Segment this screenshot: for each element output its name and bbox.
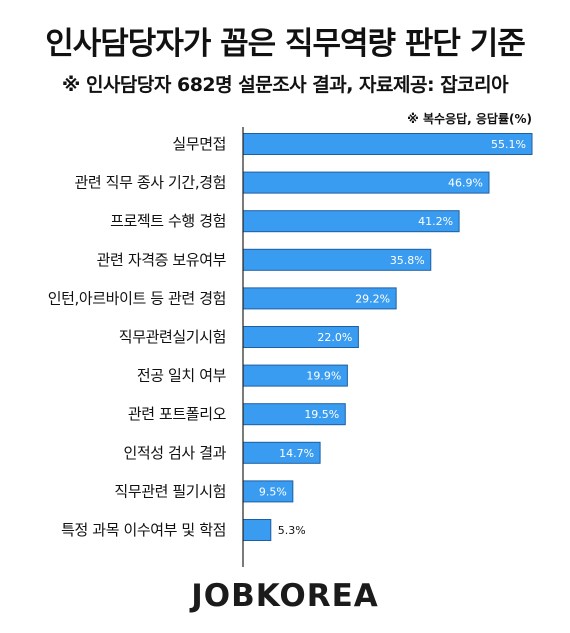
category-label-8: 관련 포트폴리오 (128, 405, 227, 423)
chart-note: ※ 복수응답, 응답률(%) (407, 111, 532, 126)
category-label-9: 인적성 검사 결과 (123, 444, 226, 462)
chart-title: 인사담당자가 꼽은 직무역량 판단 기준 (45, 26, 526, 62)
category-label-1: 실무면접 (172, 135, 226, 153)
category-label-5: 인턴,아르바이트 등 관련 경험 (48, 289, 226, 307)
bar-chart-svg: ※ 복수응답, 응답률(%) 실무면접 55.1% 관련 직무 종사 기간,경험 46… (48, 111, 533, 567)
value-label-7: 19.9% (306, 370, 341, 383)
jobkorea-logo: JOBKOREA (191, 578, 379, 614)
value-label-8: 19.5% (304, 408, 339, 421)
chart-bars: 실무면접 55.1% 관련 직무 종사 기간,경험 46.9% 프로젝트 수행 경험 41… (48, 133, 533, 541)
bar-chart: ※ 복수응답, 응답률(%) 실무면접 55.1% 관련 직무 종사 기간,경험 46… (0, 105, 570, 575)
value-label-2: 46.9% (448, 177, 483, 190)
category-label-10: 직무관련 필기시험 (114, 482, 226, 500)
value-label-5: 29.2% (355, 292, 390, 305)
value-label-4: 35.8% (390, 254, 425, 267)
value-label-10: 9.5% (259, 485, 287, 498)
category-label-3: 프로젝트 수행 경험 (110, 212, 226, 230)
bar-11 (242, 519, 272, 541)
value-label-9: 14.7% (279, 447, 314, 460)
category-label-6: 직무관련실기시험 (119, 328, 226, 346)
value-label-6: 22.0% (317, 331, 352, 344)
category-label-2: 관련 직무 종사 기간,경험 (75, 174, 226, 192)
value-label-3: 41.2% (418, 215, 453, 228)
value-label-11: 5.3% (278, 524, 306, 537)
category-label-4: 관련 자격증 보유여부 (97, 251, 227, 269)
chart-subtitle: ※ 인사담당자 682명 설문조사 결과, 자료제공: 잡코리아 (61, 74, 509, 96)
category-label-7: 전공 일치 여부 (137, 367, 227, 385)
bar-1 (242, 133, 533, 155)
category-label-11: 특정 과목 이수여부 및 학점 (61, 521, 226, 539)
value-label-1: 55.1% (491, 138, 526, 151)
